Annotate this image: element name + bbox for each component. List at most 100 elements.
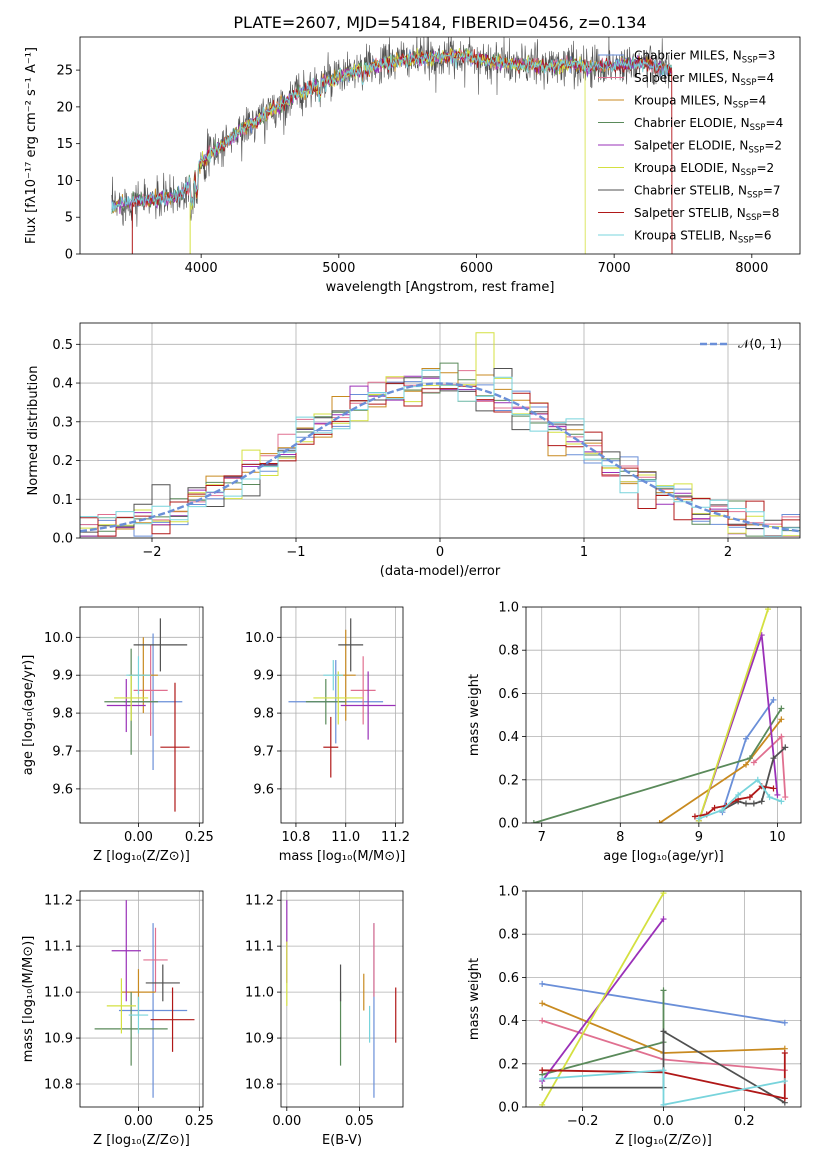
y-tick-label: 11.1: [44, 940, 73, 955]
y-tick-label: 0.2: [498, 773, 519, 788]
y-tick-label: 25: [56, 64, 73, 79]
legend-name: Kroupa MILES, N: [634, 94, 733, 108]
plot-area-mass-vs-Z: [80, 891, 203, 1107]
legend-name: Kroupa STELIB, N: [634, 229, 738, 243]
legend-sub: SSP: [738, 236, 754, 246]
legend-name: Kroupa ELODIE, N: [634, 161, 741, 175]
x-tick-label: 10: [769, 830, 786, 845]
x-tick-label: 11.2: [381, 830, 410, 845]
y-tick-label: 0.2: [498, 1057, 519, 1072]
legend-tail: =2: [764, 139, 782, 153]
y-tick-label: 10.0: [245, 631, 274, 646]
y-tick-label: 0.8: [498, 644, 519, 659]
y-tick-label: 0.6: [498, 971, 519, 986]
series-marker: [781, 1095, 788, 1102]
x-axis-label: Z [log₁₀(Z/Z⊙)]: [93, 1133, 190, 1148]
series-marker: [778, 798, 785, 805]
plot-area-mass-weight-vs-age: [526, 607, 801, 823]
subplot-mass-vs-Z: 0.00 0.25 10.8 10.9 11.0 11.1 11.2 Z [log₁₀(Z/Z…: [21, 890, 214, 1148]
y-tick-label: 0.0: [52, 532, 73, 547]
series-line-7: [694, 785, 774, 818]
legend-entry: Kroupa MILES, NSSP=4: [634, 94, 766, 111]
y-tick-label: 0.4: [498, 1014, 519, 1029]
legend-entry: Salpeter ELODIE, NSSP=2: [634, 139, 782, 156]
series-line-8: [698, 778, 782, 820]
series-marker: [781, 1078, 788, 1085]
legend-entry: Chabrier ELODIE, NSSP=4: [634, 116, 783, 133]
x-tick-label: 0.00: [272, 1114, 301, 1129]
y-axis-label: Normed distribution: [26, 366, 41, 496]
series-marker: [539, 1075, 546, 1082]
x-tick-label: 0.05: [345, 1114, 374, 1129]
series-marker: [695, 815, 702, 822]
series-marker: [746, 794, 753, 801]
legend-name: Salpeter STELIB, N: [634, 206, 746, 220]
legend-tail: =4: [766, 116, 784, 130]
series-marker: [781, 1050, 788, 1056]
series-marker: [766, 794, 773, 801]
series-marker: [691, 813, 698, 820]
x-tick-label: −0.2: [567, 1114, 599, 1129]
legend-entry: Kroupa ELODIE, NSSP=2: [634, 161, 774, 178]
x-tick-label: 0.25: [185, 830, 214, 845]
y-tick-label: 9.9: [52, 669, 73, 684]
axes-frame: [280, 890, 404, 1108]
y-tick-label: 10.9: [44, 1032, 73, 1047]
series-marker: [660, 1067, 667, 1074]
y-tick-label: 0.3: [52, 415, 73, 430]
x-tick-label: 5000: [322, 261, 355, 276]
series-marker: [770, 696, 777, 703]
x-axis-label: Z [log₁₀(Z/Z⊙)]: [615, 1133, 712, 1148]
x-tick-label: 6000: [460, 261, 493, 276]
series-marker: [758, 798, 765, 805]
subplot-residuals: −2 −1 0 1 2 0.0 0.1 0.2 0.3 0.4 0.5 (data-model)/er…: [26, 322, 801, 579]
series-marker: [778, 705, 785, 712]
x-tick-label: −2: [142, 545, 161, 560]
legend-tail: =4: [756, 71, 774, 85]
series-marker: [743, 761, 749, 768]
x-tick-label: 4000: [185, 261, 218, 276]
y-tick-label: 10: [56, 174, 73, 189]
subplot-age-vs-mass: 10.8 11.0 11.2 9.6 9.7 9.8 9.9 10.0 mass [log₁₀(…: [245, 606, 410, 864]
legend-sub: SSP: [748, 146, 764, 156]
reference-gaussian: [80, 382, 800, 533]
plot-area-mass-vs-EBV: [281, 891, 403, 1107]
y-tick-label: 9.6: [52, 782, 73, 797]
spectrum-line: [189, 47, 586, 254]
y-tick-label: 5: [65, 211, 73, 226]
axes-frame: [79, 322, 801, 539]
spectrum-line: [111, 49, 673, 213]
histogram-8: [80, 369, 800, 538]
axes-frame: [280, 606, 404, 824]
y-tick-label: 15: [56, 137, 73, 152]
series-marker: [778, 716, 785, 723]
series-marker: [754, 776, 761, 783]
y-tick-label: 9.7: [253, 745, 274, 760]
x-tick-label: 2: [724, 545, 732, 560]
legend-entry: Kroupa STELIB, NSSP=6: [634, 229, 772, 246]
series-marker: [539, 1000, 546, 1007]
y-tick-label: 0.2: [52, 454, 73, 469]
axes-frame: [79, 606, 204, 824]
series-marker: [782, 744, 789, 751]
x-tick-label: 9: [695, 830, 703, 845]
y-axis-label: Flux [fλ10⁻¹⁷ erg cm⁻² s⁻¹ A⁻¹]: [24, 47, 39, 244]
series-line-0: [721, 699, 775, 813]
legend-name: Chabrier STELIB, N: [634, 184, 747, 198]
y-tick-label: 0.5: [52, 338, 73, 353]
series-marker: [539, 1067, 546, 1074]
x-tick-label: 8000: [735, 261, 768, 276]
legend-sub: SSP: [742, 56, 758, 66]
plot-area-age-vs-Z: [80, 607, 203, 823]
series-line-6: [542, 1029, 786, 1104]
x-tick-label: −1: [286, 545, 305, 560]
x-axis-label: Z [log₁₀(Z/Z⊙)]: [93, 849, 190, 864]
series-marker: [770, 785, 777, 792]
series-marker: [711, 804, 718, 811]
series-marker: [660, 987, 667, 994]
legend-entry: Salpeter STELIB, NSSP=8: [634, 206, 779, 223]
y-axis-label: mass weight: [467, 674, 482, 756]
legend-entry: 𝒩(0, 1): [738, 337, 782, 351]
legend-tail: =4: [749, 94, 767, 108]
y-tick-label: 1.0: [498, 601, 519, 616]
